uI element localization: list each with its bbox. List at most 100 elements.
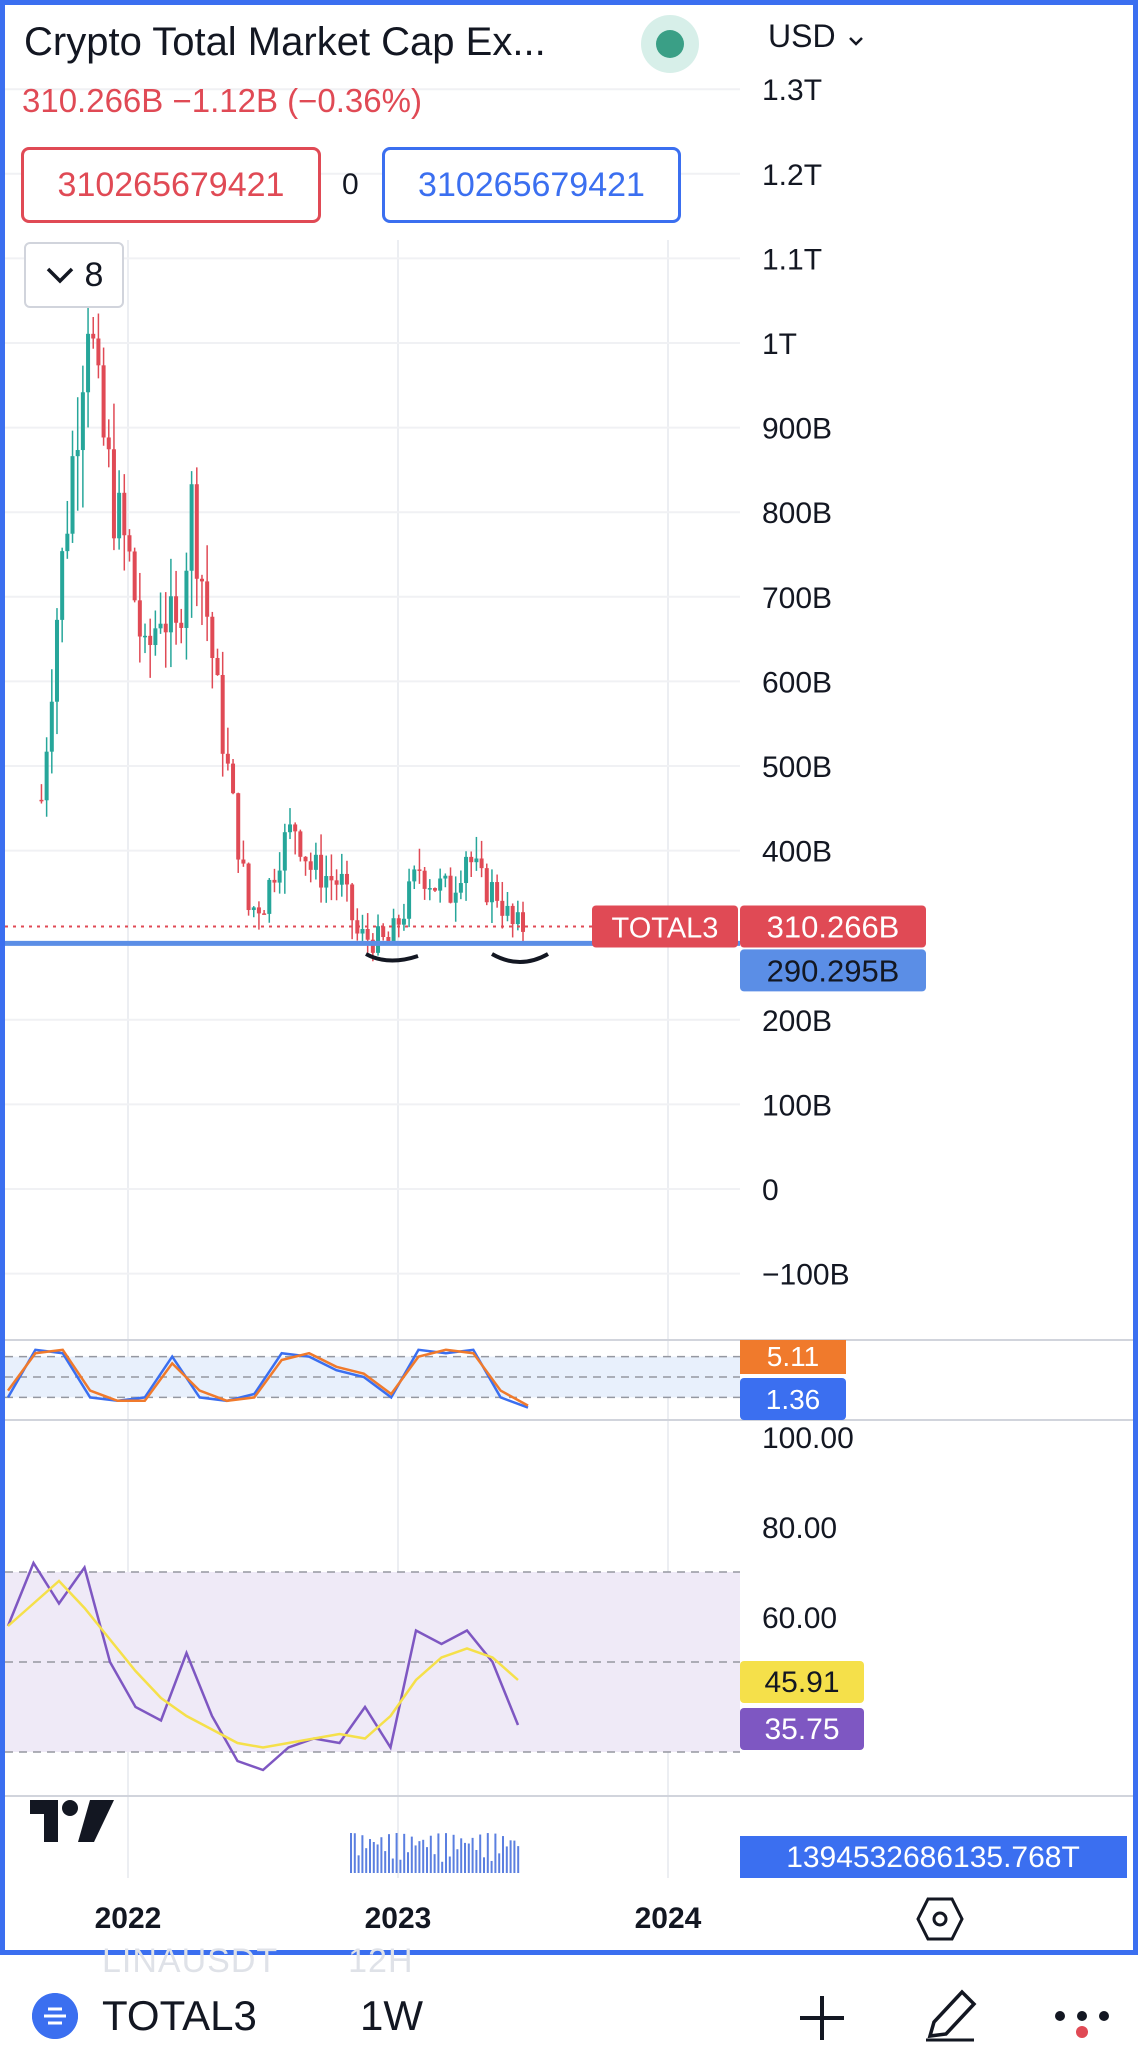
candle-body: [101, 365, 106, 438]
volume-bar: [429, 1835, 432, 1873]
volume-bar: [365, 1848, 368, 1873]
candle-body: [54, 619, 59, 702]
currency-label: USD: [768, 18, 836, 54]
candle-body: [495, 882, 500, 901]
sell-button[interactable]: 310265679421: [21, 147, 321, 223]
candle-body: [391, 918, 396, 943]
candle-body: [225, 753, 230, 764]
volume-bar: [475, 1849, 478, 1873]
candle-body: [448, 875, 453, 903]
volume-bar: [372, 1842, 375, 1873]
line-price-tag: [740, 949, 926, 992]
price-tick-label: 800B: [762, 497, 832, 530]
candle-body: [484, 868, 489, 903]
stoch-k-line: [6, 1348, 529, 1409]
stoch-k-tag: [740, 1378, 846, 1420]
chart-frame: [0, 0, 1138, 1955]
volume-bar: [517, 1846, 520, 1873]
candle-body: [401, 918, 406, 925]
volume-bar: [498, 1853, 501, 1873]
chart-canvas[interactable]: TOTAL3 310.266B 290.295B 1.3T 1.2T 1.1T 1T 900…: [0, 0, 1138, 1960]
candle-body: [65, 533, 70, 552]
volume-bar: [422, 1839, 425, 1873]
candle-body: [267, 879, 272, 914]
candle-body: [246, 863, 251, 911]
candle-body: [210, 616, 215, 658]
candle-body: [303, 856, 308, 862]
candle-body: [236, 793, 241, 860]
price-tick-label: 0: [762, 1174, 779, 1207]
volume-bar: [380, 1837, 383, 1873]
candle-body: [469, 856, 474, 863]
volume-bar: [494, 1833, 497, 1873]
candle-body: [153, 628, 158, 646]
candle-body: [111, 449, 116, 539]
volume-bar: [460, 1838, 463, 1873]
candle-body: [308, 861, 313, 870]
candle-body: [500, 900, 505, 916]
candle-body: [344, 873, 349, 885]
stoch-d-line: [6, 1348, 529, 1407]
volume-bar: [388, 1834, 390, 1873]
timeframe-selector[interactable]: 1W: [360, 1992, 423, 2039]
candle-body: [412, 869, 417, 882]
drawing-tools-icon[interactable]: [920, 1984, 980, 2044]
symbol-selector[interactable]: TOTAL3: [102, 1992, 257, 2039]
price-tick-label: 100B: [762, 1089, 832, 1122]
candle-body: [334, 880, 339, 885]
price-candles: [39, 307, 526, 962]
time-axis: 2022 2023 2024: [95, 1902, 702, 1935]
candle-body: [44, 751, 49, 801]
candle-body: [106, 437, 111, 450]
candle-body: [91, 333, 96, 339]
volume-bar: [357, 1855, 360, 1873]
candle-body: [282, 832, 287, 871]
tradingview-logo: [30, 1800, 114, 1842]
candle-body: [515, 912, 520, 925]
volume-bar: [452, 1834, 455, 1873]
candle-body: [184, 570, 189, 628]
price-tick-label: 400B: [762, 836, 832, 869]
line-price-tag-label: 290.295B: [767, 953, 900, 988]
candle-body: [293, 824, 298, 832]
buy-button[interactable]: 310265679421: [382, 147, 681, 223]
more-icon[interactable]: [1050, 1998, 1114, 2038]
volume-bar: [361, 1835, 364, 1873]
price-tick-label: 900B: [762, 413, 832, 446]
volume-bar: [505, 1846, 508, 1873]
bottom-toolbar: TOTAL3 1W: [0, 1989, 1138, 2048]
indicators-toggle[interactable]: 8: [24, 242, 124, 308]
hand-drawn-mark: [365, 952, 419, 963]
candle-body: [241, 859, 246, 864]
volume-bar: [509, 1840, 512, 1873]
candle-body: [370, 939, 375, 953]
candle-body: [143, 635, 148, 638]
volume-bar: [353, 1833, 356, 1873]
candle-body: [427, 888, 432, 890]
volume-bar: [483, 1857, 485, 1873]
candle-body: [417, 869, 422, 871]
volume-bar: [376, 1844, 379, 1873]
currency-select[interactable]: USD: [768, 18, 864, 55]
volume-bar: [399, 1859, 402, 1873]
candle-body: [376, 926, 381, 953]
volume-bar: [426, 1847, 428, 1873]
price-axis: 1.3T 1.2T 1.1T 1T 900B 800B 700B 600B 500B 400B 20…: [762, 74, 850, 1291]
candle-body: [132, 551, 137, 601]
chart-settings-icon[interactable]: [916, 1896, 964, 1942]
volume-bar: [471, 1837, 474, 1873]
candle-body: [215, 657, 220, 675]
plus-icon[interactable]: [796, 1992, 848, 2044]
volume-bar: [418, 1841, 421, 1873]
volume-bar: [437, 1833, 440, 1873]
price-tick-label: 700B: [762, 582, 832, 615]
candle-body: [174, 596, 179, 623]
volume-bar: [464, 1842, 466, 1873]
candle-body: [256, 907, 261, 914]
candle-body: [80, 392, 85, 451]
rsi-ma-line: [7, 1579, 519, 1749]
hand-drawn-mark: [491, 952, 549, 964]
price-tick-label: 1.3T: [762, 74, 822, 107]
volume-tag-label: 1394532686135.768T: [786, 1841, 1080, 1874]
candle-body: [458, 883, 463, 893]
